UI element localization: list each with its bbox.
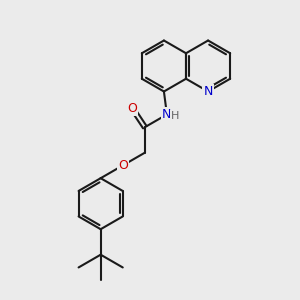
Text: O: O bbox=[127, 102, 137, 115]
Text: O: O bbox=[118, 159, 128, 172]
Text: H: H bbox=[171, 111, 179, 121]
Text: N: N bbox=[203, 85, 213, 98]
Text: N: N bbox=[162, 108, 172, 121]
